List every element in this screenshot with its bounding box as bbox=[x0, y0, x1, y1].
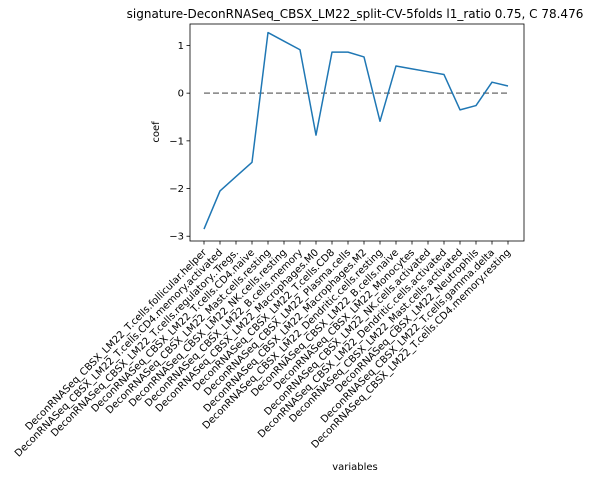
y-tick-label: −3 bbox=[169, 232, 184, 243]
plot-area bbox=[203, 31, 509, 230]
x-axis: DeconRNASeq_CBSX_LM22_T.cells.follicular… bbox=[13, 241, 513, 459]
y-tick-label: −2 bbox=[169, 184, 184, 195]
y-tick-label: 1 bbox=[178, 41, 184, 52]
y-axis-title: coef bbox=[151, 121, 162, 143]
series-line-0 bbox=[203, 31, 509, 230]
chart-title: signature-DeconRNASeq_CBSX_LM22_split-CV… bbox=[127, 7, 584, 21]
y-tick-label: 0 bbox=[178, 89, 184, 100]
plot-frame bbox=[189, 23, 525, 242]
y-tick-label: −1 bbox=[169, 136, 184, 147]
y-axis: −3 −2 −1 0 1 bbox=[169, 41, 190, 243]
x-axis-title: variables bbox=[332, 462, 378, 473]
